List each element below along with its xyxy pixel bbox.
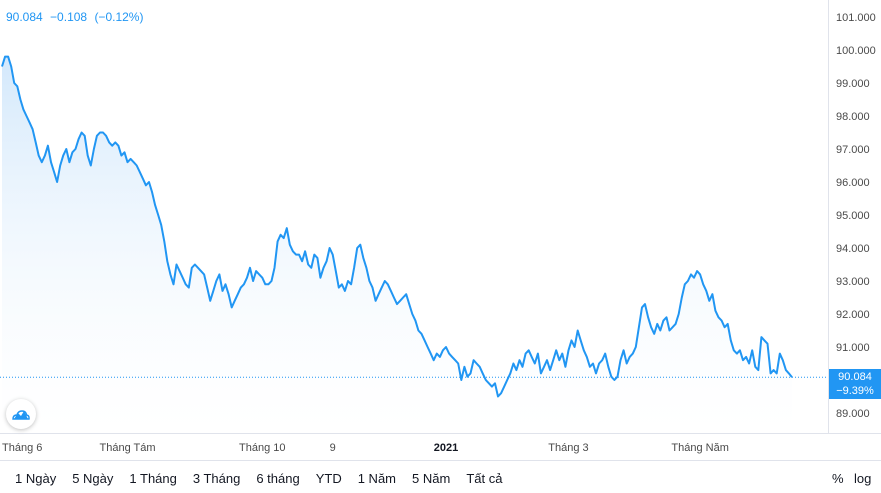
x-tick-label: Tháng Năm xyxy=(671,442,728,454)
y-tick-label: 101.000 xyxy=(836,12,876,24)
range-button[interactable]: 5 Ngày xyxy=(72,471,114,486)
cloud-chart-icon xyxy=(12,410,30,420)
range-button[interactable]: 1 Ngày xyxy=(15,471,57,486)
log-scale-button[interactable]: log xyxy=(854,471,872,486)
range-button[interactable]: 1 Năm xyxy=(357,471,397,486)
last-price-change: −9.39% xyxy=(836,385,874,397)
range-button[interactable]: 6 tháng xyxy=(256,471,300,486)
x-tick-label: Tháng Tám xyxy=(100,442,156,454)
y-tick-label: 95.000 xyxy=(836,210,870,222)
range-button[interactable]: Tất cả xyxy=(466,471,503,486)
y-tick-label: 96.000 xyxy=(836,177,870,189)
time-range-selector: 1 Ngày 5 Ngày 1 Tháng 3 Tháng 6 tháng YTD 1 Nă… xyxy=(10,471,514,486)
y-tick-label: 89.000 xyxy=(836,408,870,420)
range-button[interactable]: 3 Tháng xyxy=(192,471,241,486)
tradingview-logo-icon[interactable] xyxy=(6,399,36,429)
last-price-value: 90.084 xyxy=(838,371,872,383)
x-tick-label: Tháng 6 xyxy=(2,442,42,454)
percent-scale-button[interactable]: % xyxy=(832,471,844,486)
y-tick-label: 93.000 xyxy=(836,276,870,288)
price-series-line[interactable] xyxy=(1,55,793,398)
chart-canvas[interactable]: 101.000 100.000 99.000 98.000 97.000 96.000 95… xyxy=(0,0,881,460)
legend-value: 90.084 xyxy=(6,10,43,24)
legend-change: −0.108 xyxy=(50,10,88,24)
x-tick-label: 2021 xyxy=(434,442,458,454)
bottom-toolbar: 1 Ngày 5 Ngày 1 Tháng 3 Tháng 6 tháng YTD 1 Nă… xyxy=(0,460,881,493)
y-tick-label: 99.000 xyxy=(836,78,870,90)
last-price-tag: 90.084 −9.39% xyxy=(829,369,881,399)
y-tick-label: 94.000 xyxy=(836,243,870,255)
time-axis[interactable]: Tháng 6 Tháng Tám Tháng 10 9 2021 Tháng 3 Thán… xyxy=(2,442,729,454)
price-legend: 90.084 −0.108 (−0.12%) xyxy=(6,10,147,24)
legend-change-pct: (−0.12%) xyxy=(94,10,144,24)
range-button[interactable]: YTD xyxy=(315,471,342,486)
y-tick-label: 100.000 xyxy=(836,45,876,57)
price-chart[interactable]: 101.000 100.000 99.000 98.000 97.000 96.000 95… xyxy=(0,0,881,460)
range-button[interactable]: 5 Năm xyxy=(412,471,451,486)
range-button[interactable]: 1 Tháng xyxy=(129,471,177,486)
price-axis[interactable]: 101.000 100.000 99.000 98.000 97.000 96.000 95… xyxy=(836,12,876,420)
area-fill xyxy=(2,56,792,433)
y-tick-label: 91.000 xyxy=(836,342,870,354)
y-tick-label: 97.000 xyxy=(836,144,870,156)
x-tick-label: Tháng 10 xyxy=(239,442,285,454)
x-tick-label: Tháng 3 xyxy=(548,442,588,454)
x-tick-label: 9 xyxy=(330,442,336,454)
y-tick-label: 92.000 xyxy=(836,309,870,321)
y-tick-label: 98.000 xyxy=(836,111,870,123)
